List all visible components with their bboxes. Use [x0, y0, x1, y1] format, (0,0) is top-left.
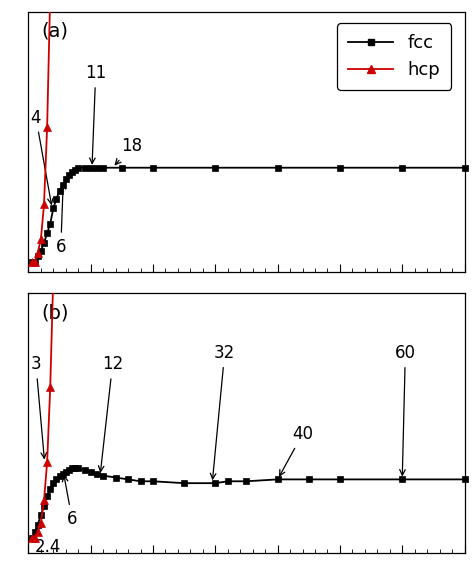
Text: 6: 6 — [63, 476, 77, 528]
Text: 6: 6 — [55, 183, 66, 256]
Text: (b): (b) — [42, 303, 69, 322]
Text: (a): (a) — [42, 22, 69, 41]
Text: 4: 4 — [31, 108, 53, 204]
Legend: fcc, hcp: fcc, hcp — [337, 23, 451, 90]
Text: 40: 40 — [280, 425, 313, 476]
Text: 32: 32 — [210, 344, 235, 479]
Text: 12: 12 — [99, 355, 123, 472]
Text: 60: 60 — [395, 344, 416, 475]
Text: 18: 18 — [115, 138, 142, 165]
Text: 3: 3 — [31, 355, 46, 458]
Text: 11: 11 — [85, 64, 106, 164]
Text: 2.4: 2.4 — [35, 533, 62, 556]
